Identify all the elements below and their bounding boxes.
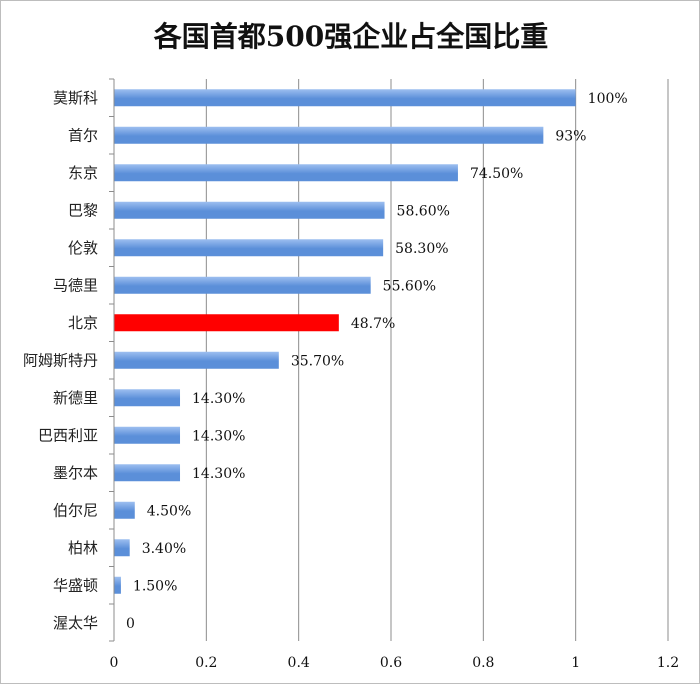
value-label: 55.60% <box>383 278 436 294</box>
bars <box>114 89 576 594</box>
value-label: 58.60% <box>397 203 450 219</box>
x-tick-label: 1 <box>571 655 580 671</box>
category-label: 伦敦 <box>68 239 98 257</box>
category-label: 柏林 <box>68 539 98 557</box>
x-tick-label: 0 <box>110 655 119 671</box>
value-label: 48.7% <box>351 316 395 332</box>
value-label: 14.30% <box>192 391 245 407</box>
value-label: 1.50% <box>133 578 177 594</box>
bar <box>114 276 371 294</box>
bar <box>114 426 181 444</box>
bar <box>114 164 458 182</box>
x-tick-label: 0.2 <box>195 655 217 671</box>
bar <box>114 89 576 107</box>
category-label: 伯尔尼 <box>53 501 98 519</box>
value-label: 100% <box>588 91 628 107</box>
bar <box>114 464 181 482</box>
category-label: 华盛顿 <box>53 576 98 594</box>
value-label: 58.30% <box>395 241 448 257</box>
value-label: 14.30% <box>192 466 245 482</box>
category-label: 渥太华 <box>53 614 98 632</box>
value-label: 14.30% <box>192 428 245 444</box>
category-label: 新德里 <box>53 389 98 407</box>
category-label: 莫斯科 <box>53 89 98 107</box>
bar <box>114 351 279 369</box>
category-label: 东京 <box>68 164 98 182</box>
category-label: 巴西利亚 <box>38 426 98 444</box>
category-label: 巴黎 <box>68 201 98 219</box>
x-tick-label: 1.2 <box>657 655 679 671</box>
axes: 0 0.2 0.4 0.6 0.8 1 1.2 莫斯科 100% 首尔 93% 东京 74.50% 巴黎 5… <box>23 78 679 671</box>
bar <box>114 576 121 594</box>
bar-highlight <box>114 314 339 332</box>
x-tick-label: 0.6 <box>380 655 402 671</box>
value-label: 74.50% <box>470 166 523 182</box>
category-label: 墨尔本 <box>53 464 98 482</box>
bar <box>114 126 544 144</box>
category-label: 马德里 <box>53 276 98 294</box>
x-tick-label: 0.8 <box>472 655 494 671</box>
bar <box>114 539 130 557</box>
chart-title: 各国首都500强企业占全国比重 <box>153 20 549 53</box>
category-label: 首尔 <box>68 126 98 144</box>
bar <box>114 239 384 257</box>
value-label: 3.40% <box>142 541 186 557</box>
bar <box>114 501 135 519</box>
bar <box>114 201 385 219</box>
category-label: 阿姆斯特丹 <box>23 351 98 369</box>
value-label: 35.70% <box>291 353 344 369</box>
value-label: 0 <box>126 616 135 632</box>
bar <box>114 389 181 407</box>
value-label: 4.50% <box>147 503 191 519</box>
x-tick-label: 0.4 <box>288 655 310 671</box>
value-label: 93% <box>555 128 586 144</box>
category-label: 北京 <box>68 314 98 332</box>
